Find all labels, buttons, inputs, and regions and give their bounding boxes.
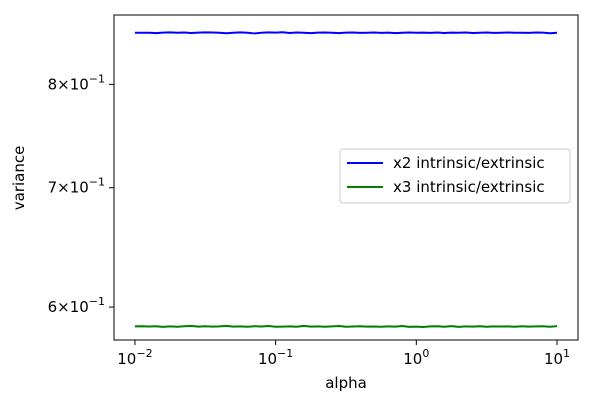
- series-line-2: [134, 31, 558, 35]
- plot-frame: [113, 14, 579, 341]
- y-tick-label: 8×10−1: [48, 72, 105, 93]
- x-axis: 10−2 10−1 100 101: [117, 340, 570, 368]
- y-axis-label: variance: [10, 146, 28, 211]
- series-line-3: [134, 324, 558, 329]
- y-tick-label: 6×10−1: [48, 295, 105, 316]
- legend-box: [339, 148, 571, 204]
- y-axis: 6×10−1 7×10−1 8×10−1: [48, 72, 114, 316]
- x-axis-label: alpha: [325, 374, 367, 392]
- y-tick-label: 7×10−1: [48, 176, 105, 197]
- x-tick-label: 10−1: [258, 347, 293, 368]
- legend: x2 intrinsic/extrinsic x3 intrinsic/extr…: [339, 148, 571, 204]
- x-tick-label: 10−2: [117, 347, 152, 368]
- x-tick-label: 101: [544, 347, 570, 368]
- legend-label-x3: x3 intrinsic/extrinsic: [393, 178, 545, 196]
- legend-label-x2: x2 intrinsic/extrinsic: [393, 154, 545, 172]
- series-layer: [134, 31, 558, 329]
- x-tick-label: 100: [403, 347, 429, 368]
